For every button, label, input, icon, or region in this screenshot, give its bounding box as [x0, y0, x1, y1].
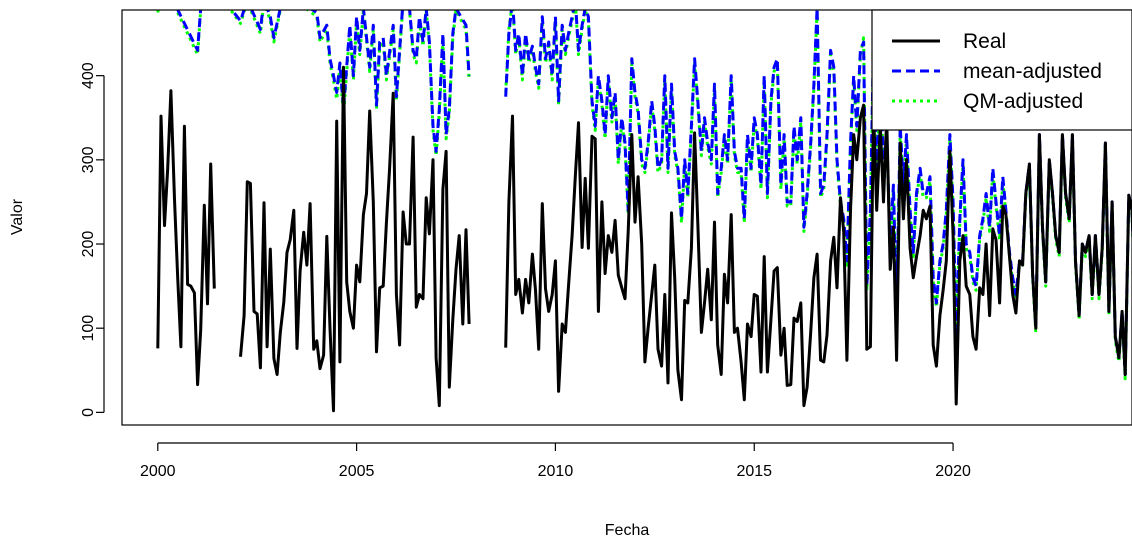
series-line-real-segment-2	[239, 65, 471, 413]
legend-label: QM-adjusted	[963, 90, 1083, 113]
y-tick-label: 0	[80, 408, 97, 417]
y-tick-label: 300	[80, 146, 97, 173]
series-line-real-segment-1	[156, 89, 216, 387]
x-axis: 2000 2005 2010 2015 2020	[140, 442, 971, 480]
y-axis: 0 100 200 300 400	[80, 62, 105, 417]
series-line-real-segment-3	[504, 103, 1132, 408]
x-tick-label: 2005	[339, 463, 375, 480]
y-tick-label: 400	[80, 62, 97, 89]
x-tick-label: 2015	[736, 463, 772, 480]
y-tick-label: 200	[80, 231, 97, 258]
y-tick-label: 100	[80, 315, 97, 342]
legend-box	[871, 9, 1132, 131]
x-axis-title: Fecha	[605, 522, 650, 539]
legend-label: Real	[963, 30, 1006, 53]
x-tick-label: 2000	[140, 463, 176, 480]
series-line-qm-adjusted-segment-1	[156, 10, 471, 158]
series-line-mean-adjusted-segment-2	[504, 10, 1132, 376]
y-axis-title: Valor	[9, 198, 26, 235]
legend: Real mean-adjusted QM-adjusted	[871, 9, 1132, 131]
legend-label: mean-adjusted	[963, 60, 1102, 83]
x-tick-label: 2010	[538, 463, 574, 480]
plot-frame	[121, 9, 1132, 426]
series-line-mean-adjusted-segment-1	[176, 10, 471, 153]
x-tick-label: 2020	[935, 463, 971, 480]
series-layer	[156, 10, 1132, 413]
